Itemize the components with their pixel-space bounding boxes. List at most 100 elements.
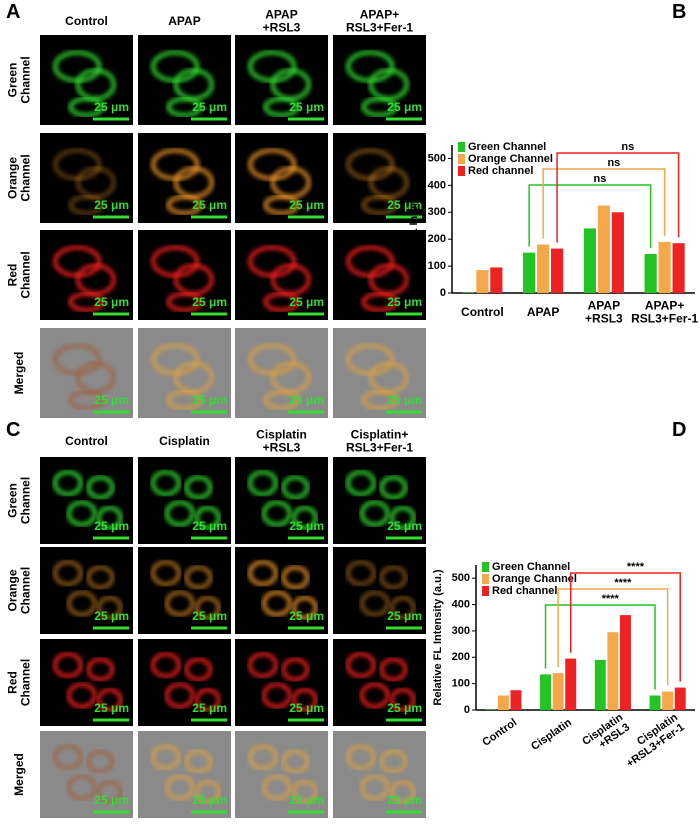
micrograph xyxy=(138,731,231,818)
significance-bracket xyxy=(557,588,669,686)
cell xyxy=(150,652,181,679)
cell xyxy=(263,390,300,410)
micrograph xyxy=(40,547,133,634)
cell xyxy=(361,390,398,410)
row-label: OrangeChannel xyxy=(6,154,33,201)
cell xyxy=(96,595,123,620)
cell xyxy=(68,390,105,410)
cell xyxy=(86,475,115,500)
x-tick-label: Cisplatin+RSL3 xyxy=(580,711,632,757)
scale-bar-label: 25 μm xyxy=(192,295,227,309)
bar xyxy=(510,690,522,710)
bar xyxy=(583,228,596,293)
cell xyxy=(389,505,416,530)
scale-bar-label: 25 μm xyxy=(387,198,422,212)
micrograph xyxy=(235,457,328,544)
x-tick-label: Cisplatin+RSL3+Fer-1 xyxy=(618,711,688,770)
scale-bar-label: 25 μm xyxy=(192,609,227,623)
scale-bar-label: 25 μm xyxy=(289,198,324,212)
cell xyxy=(263,292,300,312)
cell xyxy=(247,470,278,497)
cell xyxy=(52,652,83,679)
scale-bar-label: 25 μm xyxy=(192,198,227,212)
legend-swatch xyxy=(482,586,489,596)
cell xyxy=(194,687,221,712)
bar xyxy=(523,252,536,293)
bar xyxy=(462,292,475,293)
y-axis-label: Relative FL Intensity (a.u.) xyxy=(432,569,444,705)
cell xyxy=(379,657,408,682)
significance-label: ns xyxy=(607,157,620,169)
scale-bar-label: 25 μm xyxy=(94,609,129,623)
cell xyxy=(166,292,203,312)
y-tick-label: 300 xyxy=(452,625,470,637)
legend-label: Green Channel xyxy=(468,141,546,153)
significance-bracket xyxy=(569,572,681,682)
y-tick-label: 100 xyxy=(452,678,470,690)
cell xyxy=(291,595,318,620)
micrograph xyxy=(235,547,328,634)
cell xyxy=(96,687,123,712)
significance-bracket xyxy=(542,168,666,239)
cell xyxy=(345,744,376,771)
cell xyxy=(247,560,278,587)
cell xyxy=(86,749,115,774)
x-tick-label: APAP xyxy=(527,305,559,319)
x-tick-label: Control xyxy=(461,305,504,319)
y-tick-label: 0 xyxy=(464,704,470,716)
significance-label: **** xyxy=(627,561,645,573)
cell xyxy=(281,475,310,500)
cell xyxy=(194,595,221,620)
cell xyxy=(86,565,115,590)
row-label: RedChannel xyxy=(6,659,33,706)
row-label: RedChannel xyxy=(6,251,33,298)
scale-bar-label: 25 μm xyxy=(289,100,324,114)
bar xyxy=(537,244,550,293)
bar xyxy=(644,253,657,293)
cell xyxy=(66,682,97,709)
cell xyxy=(68,97,105,117)
cell xyxy=(166,97,203,117)
y-tick-label: 500 xyxy=(428,152,446,164)
scale-bar-label: 25 μm xyxy=(387,295,422,309)
y-tick-label: 400 xyxy=(452,598,470,610)
cell xyxy=(261,682,292,709)
scale-bar-label: 25 μm xyxy=(289,295,324,309)
bar xyxy=(594,659,606,710)
cell xyxy=(86,657,115,682)
micrograph xyxy=(138,457,231,544)
bar xyxy=(662,691,674,710)
row-label: GreenChannel xyxy=(6,56,33,103)
scale-bar-label: 25 μm xyxy=(387,793,422,807)
micrograph xyxy=(40,639,133,726)
cell xyxy=(359,590,390,617)
micrograph xyxy=(333,457,426,544)
y-tick-label: 100 xyxy=(428,260,446,272)
legend-swatch xyxy=(482,562,489,572)
bar xyxy=(476,270,489,293)
cell xyxy=(96,505,123,530)
significance-label: ns xyxy=(621,141,634,153)
scale-bar-label: 25 μm xyxy=(289,793,324,807)
cell xyxy=(166,195,203,215)
cell xyxy=(291,687,318,712)
cell xyxy=(261,774,292,801)
cell xyxy=(52,560,83,587)
micrograph xyxy=(235,731,328,818)
bar xyxy=(597,205,610,293)
cell xyxy=(345,560,376,587)
cell xyxy=(164,774,195,801)
cell xyxy=(164,682,195,709)
significance-label: **** xyxy=(614,577,632,589)
scale-bar-label: 25 μm xyxy=(289,393,324,407)
scale-bar-label: 25 μm xyxy=(94,793,129,807)
cell xyxy=(345,470,376,497)
cell xyxy=(166,390,203,410)
bar xyxy=(672,243,685,293)
cell xyxy=(150,560,181,587)
scale-bar-label: 25 μm xyxy=(94,198,129,212)
row-label: Merged xyxy=(12,352,26,395)
scale-bar-label: 25 μm xyxy=(387,519,422,533)
column-header: Cisplatin +RSL3 xyxy=(256,428,307,455)
cell xyxy=(291,505,318,530)
